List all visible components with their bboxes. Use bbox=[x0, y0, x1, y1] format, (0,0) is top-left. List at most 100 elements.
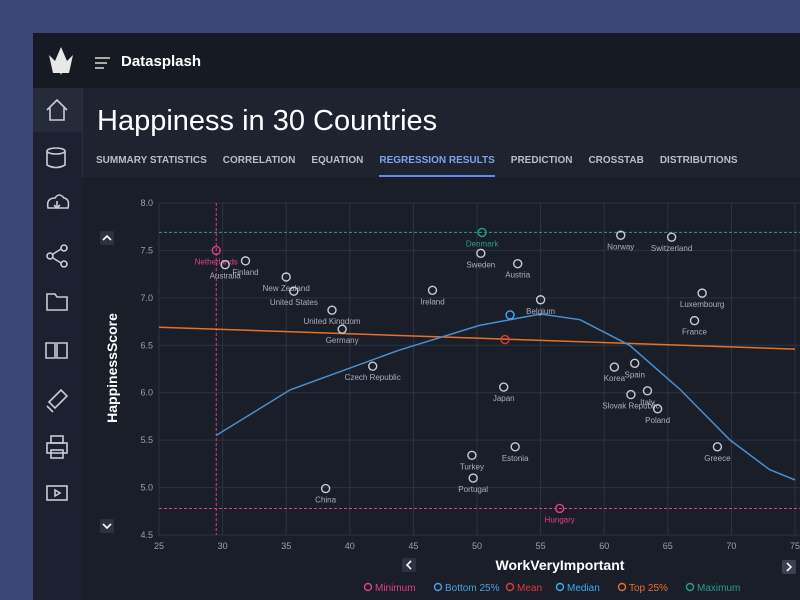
docs-icon[interactable] bbox=[46, 388, 69, 413]
legend-item: Minimum bbox=[363, 582, 416, 594]
scroll-left-button[interactable] bbox=[402, 558, 416, 572]
point-label: Estonia bbox=[502, 454, 529, 463]
chart-panel bbox=[82, 177, 800, 600]
point-label: Luxembourg bbox=[680, 300, 724, 309]
brand: Datasplash bbox=[121, 53, 202, 70]
point-label: Japan bbox=[493, 394, 515, 403]
y-tick-label: 4.5 bbox=[140, 530, 153, 540]
point-label: Portugal bbox=[458, 485, 488, 494]
x-tick-label: 45 bbox=[408, 541, 418, 551]
point bbox=[468, 473, 478, 483]
point bbox=[554, 503, 565, 514]
point-label: China bbox=[315, 496, 336, 505]
point bbox=[220, 259, 230, 270]
point bbox=[689, 315, 700, 326]
x-tick-label: 35 bbox=[281, 541, 291, 551]
x-tick-label: 50 bbox=[472, 541, 482, 551]
point-label: Spain bbox=[624, 370, 644, 379]
point bbox=[477, 227, 487, 238]
legend-label: Top 25% bbox=[629, 583, 668, 594]
share-icon[interactable] bbox=[52, 248, 62, 264]
y-tick-label: 8.0 bbox=[140, 198, 153, 208]
tab[interactable]: DISTRIBUTIONS bbox=[659, 155, 738, 166]
top-bar: Datasplash bbox=[33, 33, 800, 88]
x-axis-label: WorkVeryImportant bbox=[496, 557, 625, 573]
tab-bar: SUMMARY STATISTICS CORRELATION EQUATION REG… bbox=[96, 155, 738, 177]
tab[interactable]: EQUATION bbox=[311, 155, 364, 166]
point-label: Greece bbox=[704, 454, 731, 463]
point-label: Sweden bbox=[466, 260, 495, 269]
point bbox=[513, 259, 523, 269]
legend-label: Mean bbox=[517, 583, 542, 594]
point-label: United States bbox=[270, 298, 318, 307]
legend-item: Maximum bbox=[685, 582, 740, 594]
point bbox=[367, 361, 378, 371]
point bbox=[467, 450, 477, 461]
point bbox=[609, 362, 620, 372]
regression-line bbox=[158, 326, 796, 350]
book-icon[interactable] bbox=[45, 342, 68, 359]
y-axis-label: HappinessScore bbox=[104, 313, 120, 423]
tab[interactable]: SUMMARY STATISTICS bbox=[96, 155, 207, 166]
page-title: Happiness in 30 Countries bbox=[97, 105, 438, 137]
fit-curve bbox=[215, 313, 796, 481]
point bbox=[476, 248, 486, 258]
tab[interactable]: PREDICTION bbox=[510, 155, 573, 166]
video-icon[interactable] bbox=[46, 485, 68, 501]
point-label: France bbox=[682, 328, 707, 337]
point bbox=[697, 288, 707, 298]
legend-item: Mean bbox=[505, 582, 542, 594]
point-label: Turkey bbox=[460, 462, 484, 471]
x-tick-label: 60 bbox=[599, 541, 609, 551]
x-tick-label: 55 bbox=[536, 541, 546, 551]
cloud-icon[interactable] bbox=[46, 194, 70, 210]
x-tick-label: 70 bbox=[726, 541, 736, 551]
legend-marker bbox=[433, 582, 443, 592]
menu-button[interactable] bbox=[95, 56, 111, 70]
x-tick-label: 65 bbox=[663, 541, 673, 551]
point bbox=[642, 386, 653, 396]
point-label: Czech Republic bbox=[345, 373, 401, 382]
legend-label: Minimum bbox=[375, 583, 416, 594]
point-label: New Zealand bbox=[263, 284, 310, 293]
point-label: Hungary bbox=[545, 515, 575, 524]
legend-item: Bottom 25% bbox=[433, 582, 500, 594]
folder-icon[interactable] bbox=[46, 293, 68, 311]
point-label: Netherlands bbox=[195, 257, 238, 266]
legend-label: Maximum bbox=[697, 583, 740, 594]
point-label: United Kingdom bbox=[304, 317, 361, 326]
point bbox=[427, 285, 438, 295]
x-tick-label: 25 bbox=[154, 541, 164, 551]
x-tick-label: 30 bbox=[218, 541, 228, 551]
point-label: Norway bbox=[607, 242, 634, 251]
point bbox=[327, 305, 337, 315]
scroll-down-button[interactable] bbox=[100, 519, 114, 533]
point-label: Switzerland bbox=[651, 244, 692, 253]
logo bbox=[49, 47, 73, 75]
point bbox=[626, 389, 636, 400]
tab[interactable]: CORRELATION bbox=[222, 155, 296, 166]
scroll-up-button[interactable] bbox=[100, 231, 114, 245]
y-tick-label: 7.0 bbox=[140, 293, 153, 303]
legend-label: Median bbox=[567, 583, 600, 594]
x-tick-label: 75 bbox=[790, 541, 800, 551]
tab[interactable]: CROSSTAB bbox=[588, 155, 644, 166]
tab[interactable]: REGRESSION RESULTS bbox=[379, 155, 495, 177]
point-label: Italy bbox=[640, 398, 655, 407]
point-label: Ireland bbox=[420, 297, 444, 306]
scroll-right-button[interactable] bbox=[782, 560, 796, 574]
legend-item: Top 25% bbox=[617, 582, 668, 594]
y-tick-label: 6.5 bbox=[140, 340, 153, 350]
point bbox=[616, 230, 626, 240]
point-label: Australia bbox=[210, 272, 242, 281]
point bbox=[666, 232, 677, 242]
point bbox=[630, 358, 640, 369]
point-label: Belgium bbox=[526, 307, 555, 316]
home-icon[interactable] bbox=[46, 98, 68, 121]
y-tick-label: 5.5 bbox=[140, 435, 153, 445]
point bbox=[337, 324, 347, 334]
point-label: Denmark bbox=[466, 239, 499, 248]
point bbox=[289, 286, 299, 296]
point-label: Austria bbox=[505, 271, 530, 280]
